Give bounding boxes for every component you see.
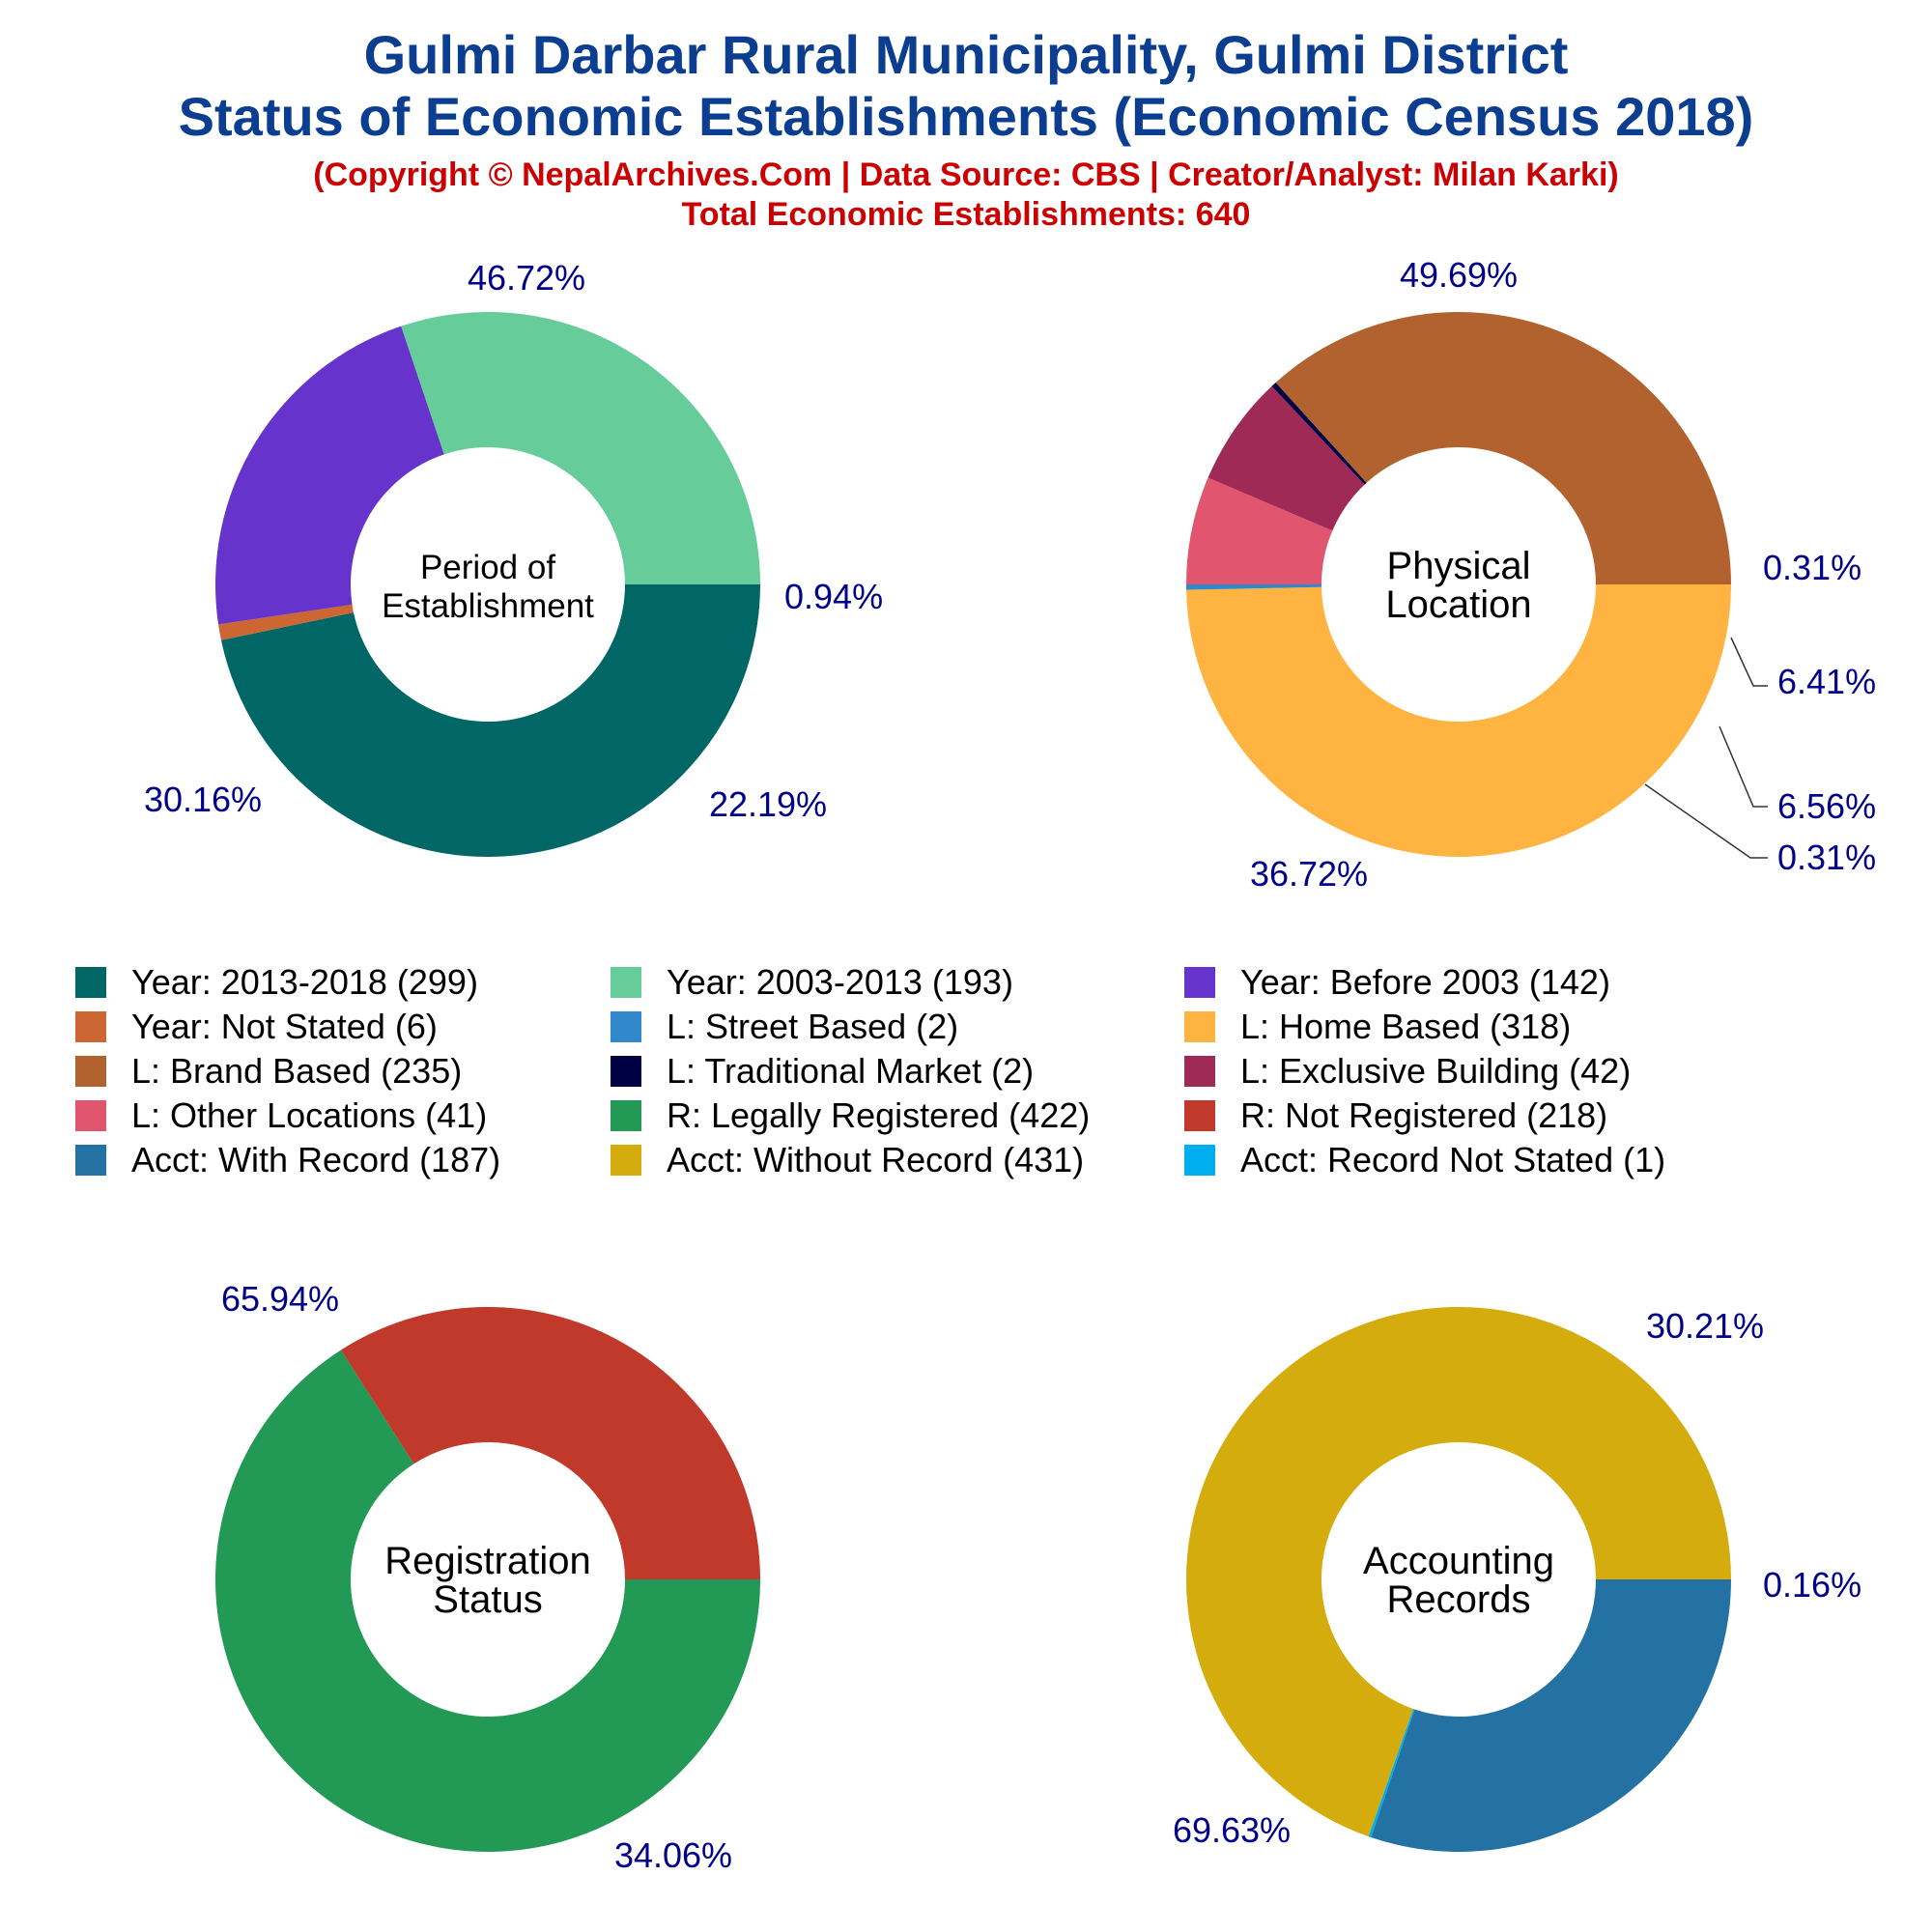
center-label: Registration bbox=[384, 1540, 590, 1582]
slice-r-not-registered bbox=[340, 1306, 760, 1579]
chart-subtitle: Status of Economic Establishments (Econo… bbox=[178, 86, 1754, 147]
legend-swatch bbox=[75, 1145, 106, 1176]
percent-label: 0.31% bbox=[1777, 838, 1876, 877]
percent-label: 49.69% bbox=[1400, 255, 1518, 295]
percent-label: 6.41% bbox=[1777, 662, 1876, 701]
legend-label: R: Legally Registered (422) bbox=[667, 1095, 1091, 1135]
leader-line bbox=[1644, 783, 1768, 859]
legend-label: L: Street Based (2) bbox=[667, 1007, 959, 1046]
leader-line bbox=[1730, 637, 1768, 687]
slice-l-traditional-market bbox=[1271, 383, 1367, 485]
center-label: Location bbox=[1385, 583, 1531, 626]
legend-swatch bbox=[75, 1100, 106, 1131]
legend-label: R: Not Registered (218) bbox=[1240, 1095, 1608, 1135]
legend-swatch bbox=[1184, 1145, 1215, 1176]
legend-swatch bbox=[1184, 967, 1215, 998]
center-label: Physical bbox=[1387, 545, 1531, 587]
slice-year-not-stated bbox=[218, 604, 355, 640]
legend-item: L: Home Based (318) bbox=[1184, 1007, 1764, 1046]
percent-label: 30.16% bbox=[144, 780, 262, 819]
slice-l-street-based bbox=[1186, 584, 1322, 590]
slice-l-brand-based bbox=[1275, 311, 1731, 584]
percent-label: 65.94% bbox=[221, 1279, 339, 1319]
slice-year-2003-2013 bbox=[401, 312, 760, 584]
slice-year-before-2003 bbox=[215, 326, 444, 625]
legend-item: Acct: Record Not Stated (1) bbox=[1184, 1140, 1764, 1179]
percent-label: 0.94% bbox=[784, 577, 883, 616]
legend-item: L: Exclusive Building (42) bbox=[1184, 1051, 1764, 1091]
legend-item: Year: 2003-2013 (193) bbox=[611, 962, 1184, 1002]
legend-label: Year: Before 2003 (142) bbox=[1240, 962, 1610, 1002]
legend-swatch bbox=[611, 1100, 641, 1131]
legend-label: Year: 2013-2018 (299) bbox=[131, 962, 478, 1002]
legend-label: Acct: With Record (187) bbox=[131, 1140, 501, 1179]
legend-label: Acct: Without Record (431) bbox=[667, 1140, 1085, 1179]
legend-item: Year: 2013-2018 (299) bbox=[75, 962, 611, 1002]
legend-label: L: Traditional Market (2) bbox=[667, 1051, 1035, 1091]
center-label: Accounting bbox=[1363, 1540, 1554, 1582]
legend-label: Year: Not Stated (6) bbox=[131, 1007, 438, 1046]
legend-swatch bbox=[611, 1011, 641, 1042]
center-label: Records bbox=[1387, 1578, 1531, 1621]
slice-r-legally-registered bbox=[214, 1350, 760, 1853]
legend-item: Year: Not Stated (6) bbox=[75, 1007, 611, 1046]
legend-item: L: Other Locations (41) bbox=[75, 1095, 611, 1135]
legend-swatch bbox=[611, 967, 641, 998]
legend-swatch bbox=[611, 1145, 641, 1176]
percent-label: 69.63% bbox=[1173, 1810, 1291, 1850]
center-label: Period of bbox=[420, 549, 555, 586]
percent-label: 36.72% bbox=[1250, 854, 1368, 894]
center-label: Status bbox=[433, 1578, 542, 1621]
percent-label: 30.21% bbox=[1646, 1306, 1764, 1346]
legend-item: L: Traditional Market (2) bbox=[611, 1051, 1184, 1091]
slice-acct-without-record bbox=[1185, 1306, 1731, 1837]
legend-label: L: Other Locations (41) bbox=[131, 1095, 488, 1135]
legend-swatch bbox=[611, 1056, 641, 1087]
slice-year-2013-2018 bbox=[220, 584, 760, 857]
leader-line bbox=[1719, 725, 1768, 808]
legend-item: Year: Before 2003 (142) bbox=[1184, 962, 1764, 1002]
legend-label: L: Brand Based (235) bbox=[131, 1051, 463, 1091]
legend-item: Acct: With Record (187) bbox=[75, 1140, 611, 1179]
percent-label: 34.06% bbox=[614, 1835, 732, 1875]
legend: Year: 2013-2018 (299) Year: 2003-2013 (19… bbox=[75, 962, 1891, 1179]
legend-swatch bbox=[75, 967, 106, 998]
slice-l-home-based bbox=[1186, 584, 1731, 857]
percent-label: 0.31% bbox=[1763, 548, 1861, 587]
total-note: Total Economic Establishments: 640 bbox=[681, 196, 1251, 233]
legend-swatch bbox=[75, 1056, 106, 1087]
legend-label: L: Exclusive Building (42) bbox=[1240, 1051, 1632, 1091]
legend-item: L: Brand Based (235) bbox=[75, 1051, 611, 1091]
slice-acct-with-record bbox=[1371, 1579, 1731, 1852]
legend-label: L: Home Based (318) bbox=[1240, 1007, 1572, 1046]
slice-l-exclusive-building bbox=[1208, 385, 1365, 531]
legend-swatch bbox=[1184, 1056, 1215, 1087]
percent-label: 22.19% bbox=[709, 784, 827, 824]
legend-swatch bbox=[75, 1011, 106, 1042]
center-label: Establishment bbox=[382, 587, 594, 625]
legend-item: L: Street Based (2) bbox=[611, 1007, 1184, 1046]
chart-title: Gulmi Darbar Rural Municipality, Gulmi D… bbox=[363, 24, 1569, 85]
percent-label: 6.56% bbox=[1777, 786, 1876, 826]
legend-swatch bbox=[1184, 1100, 1215, 1131]
legend-swatch bbox=[1184, 1011, 1215, 1042]
percent-label: 46.72% bbox=[468, 258, 585, 298]
slice-acct-record-not-stated bbox=[1368, 1708, 1415, 1838]
slice-l-other-locations bbox=[1186, 477, 1333, 584]
percent-label: 0.16% bbox=[1763, 1565, 1861, 1605]
legend-label: Acct: Record Not Stated (1) bbox=[1240, 1140, 1666, 1179]
legend-item: R: Not Registered (218) bbox=[1184, 1095, 1764, 1135]
legend-label: Year: 2003-2013 (193) bbox=[667, 962, 1013, 1002]
legend-item: Acct: Without Record (431) bbox=[611, 1140, 1184, 1179]
copyright-note: (Copyright © NepalArchives.Com | Data So… bbox=[313, 156, 1619, 193]
legend-item: R: Legally Registered (422) bbox=[611, 1095, 1184, 1135]
